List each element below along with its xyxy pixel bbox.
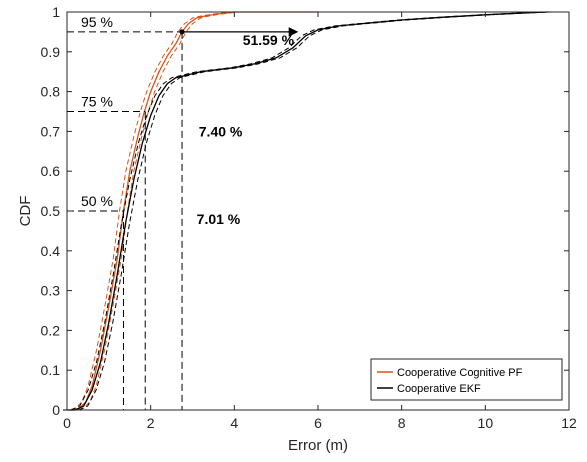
y-axis-label: CDF: [17, 196, 34, 227]
percentile-label-0: 95 %: [81, 14, 113, 30]
y-tick-label: 1: [52, 4, 60, 20]
series-1-line: [67, 11, 549, 411]
annotation-2: 7.01 %: [197, 211, 241, 227]
x-tick-label: 10: [478, 415, 494, 431]
annotation-1: 7.40 %: [199, 123, 243, 139]
y-tick-label: 0.4: [41, 243, 61, 259]
annotation-0: 51.59 %: [243, 32, 295, 48]
series-1-lower-band: [63, 11, 545, 411]
series-1-upper-band: [71, 11, 553, 411]
axes: 0 2 4 6 8 10 12 0 0.1 0.2 0.3 0.4 0.5 0.6 0.7 0.8 0.9 1: [41, 4, 577, 431]
y-tick-label: 0.5: [41, 203, 61, 219]
y-tick-label: 0.3: [41, 283, 61, 299]
y-tick-label: 0.2: [41, 322, 61, 338]
y-tick-label: 0.9: [41, 44, 61, 60]
arrow-start: [179, 29, 185, 35]
legend: Cooperative Cognitive PF Cooperative EKF: [370, 358, 563, 401]
legend-box: [370, 358, 563, 401]
legend-label-0: Cooperative Cognitive PF: [397, 367, 523, 379]
percentile-label-1: 75 %: [81, 94, 113, 110]
legend-label-1: Cooperative EKF: [397, 383, 481, 395]
x-tick-label: 6: [314, 415, 322, 431]
x-tick-label: 12: [561, 415, 577, 431]
x-tick-label: 8: [398, 415, 406, 431]
y-tick-label: 0: [52, 402, 60, 418]
x-axis-label: Error (m): [288, 437, 348, 454]
x-tick-label: 2: [147, 415, 155, 431]
series-0-line: [67, 11, 318, 411]
plot-area: 95 % 75 % 50 % 51.59 % 7.40 % 7.01 %: [63, 11, 553, 411]
y-tick-label: 0.8: [41, 84, 61, 100]
y-tick-label: 0.6: [41, 163, 61, 179]
y-tick-label: 0.7: [41, 123, 61, 139]
x-tick-label: 4: [230, 415, 238, 431]
x-tick-label: 0: [63, 415, 71, 431]
y-tick-label: 0.1: [41, 362, 61, 378]
percentile-label-2: 50 %: [81, 193, 113, 209]
